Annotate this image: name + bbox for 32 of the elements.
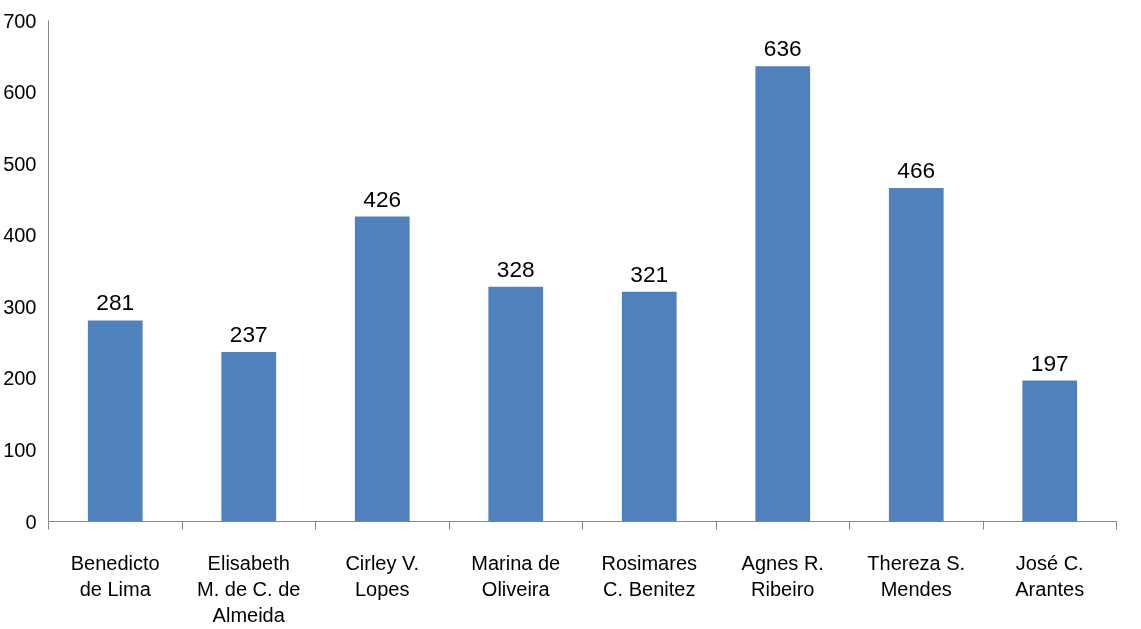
data-label: 237: [229, 320, 268, 347]
y-tick-label: 100: [3, 438, 37, 461]
y-tick-label: 400: [3, 224, 37, 247]
bar: [755, 66, 811, 522]
x-tick-label: José C. Arantes: [1015, 551, 1085, 600]
y-tick-label: 700: [3, 9, 37, 32]
data-label: 321: [630, 260, 669, 287]
data-label: 281: [96, 289, 135, 316]
x-tick-label: Cirley V. Lopes: [345, 551, 420, 600]
data-label: 197: [1030, 349, 1069, 376]
x-tick-label: Rosimares C. Benitez: [601, 551, 698, 600]
x-tick-label: Elisabeth M. de C. de Almeida: [197, 551, 301, 627]
bar: [354, 216, 410, 522]
data-label: 636: [763, 35, 802, 62]
x-tick-label: Agnes R. Ribeiro: [741, 551, 824, 600]
y-tick-label: 600: [3, 81, 37, 104]
bar: [221, 351, 277, 522]
bar: [87, 320, 143, 522]
data-label: 426: [363, 185, 402, 212]
y-tick-label: 0: [25, 510, 37, 533]
x-tick-label: Thereza S. Mendes: [867, 551, 966, 600]
x-tick-label: Marina de Oliveira: [471, 551, 561, 600]
data-label: 328: [496, 255, 535, 282]
bar: [888, 187, 944, 522]
bar: [1022, 380, 1078, 522]
x-tick-label: Benedicto de Lima: [70, 551, 160, 600]
y-tick-label: 500: [3, 152, 37, 175]
bar: [488, 286, 544, 522]
y-tick-label: 300: [3, 295, 37, 318]
y-tick-label: 200: [3, 367, 37, 390]
data-label: 466: [897, 156, 936, 183]
bar: [621, 291, 677, 522]
